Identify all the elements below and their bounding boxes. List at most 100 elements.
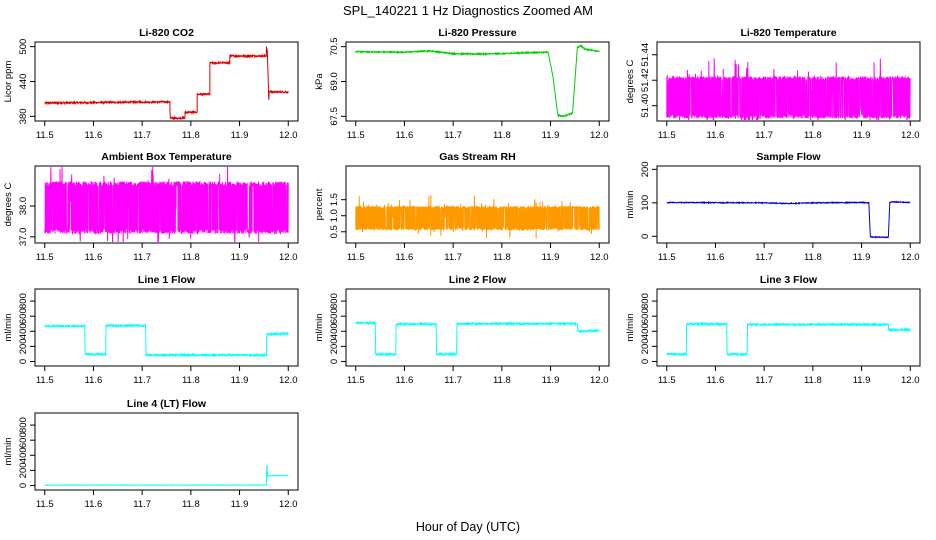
series-line-line1	[44, 323, 289, 358]
x-tick-label: 11.9	[542, 252, 560, 263]
x-tick-label: 11.9	[231, 499, 249, 510]
plot-frame	[345, 165, 610, 244]
y-tick-label: 400	[329, 323, 340, 339]
x-tick-label: 11.5	[36, 375, 54, 386]
y-tick-label: 600	[18, 308, 29, 324]
x-tick-label: 11.8	[493, 375, 511, 386]
y-tick-label: 51.40	[640, 94, 651, 118]
x-tick-label: 11.7	[133, 499, 151, 510]
x-tick-label: 11.6	[396, 252, 414, 263]
y-tick-label: 800	[18, 293, 29, 309]
y-tick-label: 0	[329, 359, 340, 364]
chart-panels: Li-820 CO2 Licor ppm 11.5 11.6 11.7 11.8 11.9 1…	[3, 27, 921, 510]
x-tick-label: 11.5	[347, 252, 365, 263]
x-tick-label: 11.8	[182, 499, 200, 510]
x-tick-label: 11.5	[658, 130, 676, 141]
y-tick-label: 200	[18, 338, 29, 354]
series-line-line2	[355, 320, 600, 357]
x-tick-label: 11.6	[707, 130, 725, 141]
x-tick-label: 11.7	[444, 130, 462, 141]
x-tick-label: 12.0	[590, 130, 609, 141]
chart-panel-line4: Line 4 (LT) Flow ml/min 11.5 11.6 11.7 11.8 11…	[3, 398, 299, 510]
x-tick-label: 11.8	[182, 252, 200, 263]
y-tick-label: 0	[640, 359, 651, 364]
y-axis-label: kPa	[314, 73, 325, 90]
x-tick-label: 12.0	[901, 130, 920, 141]
y-tick-label: 51.44	[640, 43, 651, 67]
y-axis-label: ml/min	[625, 314, 636, 342]
chart-panel-line1: Line 1 Flow ml/min 11.5 11.6 11.7 11.8 11.9 12.…	[3, 274, 299, 386]
series-line-line3	[666, 321, 911, 357]
x-tick-label: 11.6	[707, 252, 725, 263]
series-line-rh	[355, 195, 600, 239]
x-tick-label: 11.7	[444, 375, 462, 386]
x-tick-label: 12.0	[901, 252, 920, 263]
y-axis-label: percent	[314, 188, 325, 220]
x-tick-label: 11.7	[133, 375, 151, 386]
x-tick-label: 11.8	[804, 252, 822, 263]
y-tick-label: 380	[18, 108, 29, 124]
chart-title: Line 2 Flow	[449, 274, 507, 286]
x-tick-label: 11.5	[658, 252, 676, 263]
y-tick-label: 600	[640, 308, 651, 324]
y-tick-label: 100	[640, 195, 651, 211]
series-line-co2	[44, 46, 289, 120]
y-axis-label: ml/min	[625, 191, 636, 219]
x-tick-label: 12.0	[279, 499, 298, 510]
figure-x-axis-label: Hour of Day (UTC)	[416, 520, 520, 534]
x-tick-label: 12.0	[590, 252, 609, 263]
x-tick-label: 11.5	[658, 375, 676, 386]
y-tick-label: 400	[18, 447, 29, 463]
y-tick-label: 600	[329, 308, 340, 324]
y-tick-label: 0	[640, 234, 651, 239]
x-tick-label: 11.7	[755, 252, 773, 263]
x-tick-label: 11.9	[231, 375, 249, 386]
chart-panel-line2: Line 2 Flow ml/min 11.5 11.6 11.7 11.8 11.9 12.…	[314, 274, 610, 386]
x-tick-label: 11.6	[396, 375, 414, 386]
x-tick-label: 11.6	[707, 375, 725, 386]
y-tick-label: 70.5	[329, 37, 340, 56]
plot-frame	[34, 41, 299, 122]
x-tick-label: 11.5	[347, 130, 365, 141]
y-tick-label: 400	[18, 323, 29, 339]
y-tick-label: 500	[18, 39, 29, 55]
y-tick-label: 1.0	[329, 209, 340, 222]
y-axis-label: Licor ppm	[3, 61, 14, 103]
x-tick-label: 11.8	[493, 252, 511, 263]
x-tick-label: 11.8	[182, 130, 200, 141]
y-tick-label: 0.5	[329, 225, 340, 238]
x-tick-label: 12.0	[279, 252, 298, 263]
chart-title: Line 4 (LT) Flow	[127, 398, 207, 410]
y-tick-label: 51.42	[640, 68, 651, 92]
x-tick-label: 11.9	[542, 130, 560, 141]
x-tick-label: 11.6	[85, 252, 103, 263]
x-tick-label: 11.8	[182, 375, 200, 386]
y-tick-label: 800	[329, 293, 340, 309]
y-tick-label: 37.0	[18, 228, 29, 247]
series-line-ambient	[44, 167, 289, 242]
x-tick-label: 11.6	[396, 130, 414, 141]
chart-panel-pressure: Li-820 Pressure kPa 11.5 11.6 11.7 11.8 11.9 12…	[314, 27, 610, 141]
x-tick-label: 11.9	[542, 375, 560, 386]
x-tick-label: 11.9	[853, 375, 871, 386]
x-tick-label: 11.7	[755, 130, 773, 141]
plot-frame	[34, 165, 299, 244]
figure-title: SPL_140221 1 Hz Diagnostics Zoomed AM	[343, 3, 593, 18]
y-axis-label: ml/min	[3, 438, 14, 466]
y-tick-label: 200	[18, 462, 29, 478]
plot-frame	[656, 288, 921, 367]
plot-frame	[34, 288, 299, 367]
y-tick-label: 200	[640, 161, 651, 177]
x-tick-label: 11.7	[444, 252, 462, 263]
y-tick-label: 0	[18, 483, 29, 488]
x-tick-label: 12.0	[901, 375, 920, 386]
y-tick-label: 69.0	[329, 72, 340, 91]
x-tick-label: 11.9	[853, 130, 871, 141]
chart-panel-co2: Li-820 CO2 Licor ppm 11.5 11.6 11.7 11.8 11.9 1…	[3, 27, 299, 141]
series-line-sampleflow	[666, 200, 911, 239]
y-axis-label: degrees C	[625, 59, 636, 103]
chart-title: Ambient Box Temperature	[101, 151, 232, 163]
plot-frame	[34, 412, 299, 491]
x-tick-label: 11.8	[493, 130, 511, 141]
y-axis-label: degrees C	[3, 182, 14, 226]
